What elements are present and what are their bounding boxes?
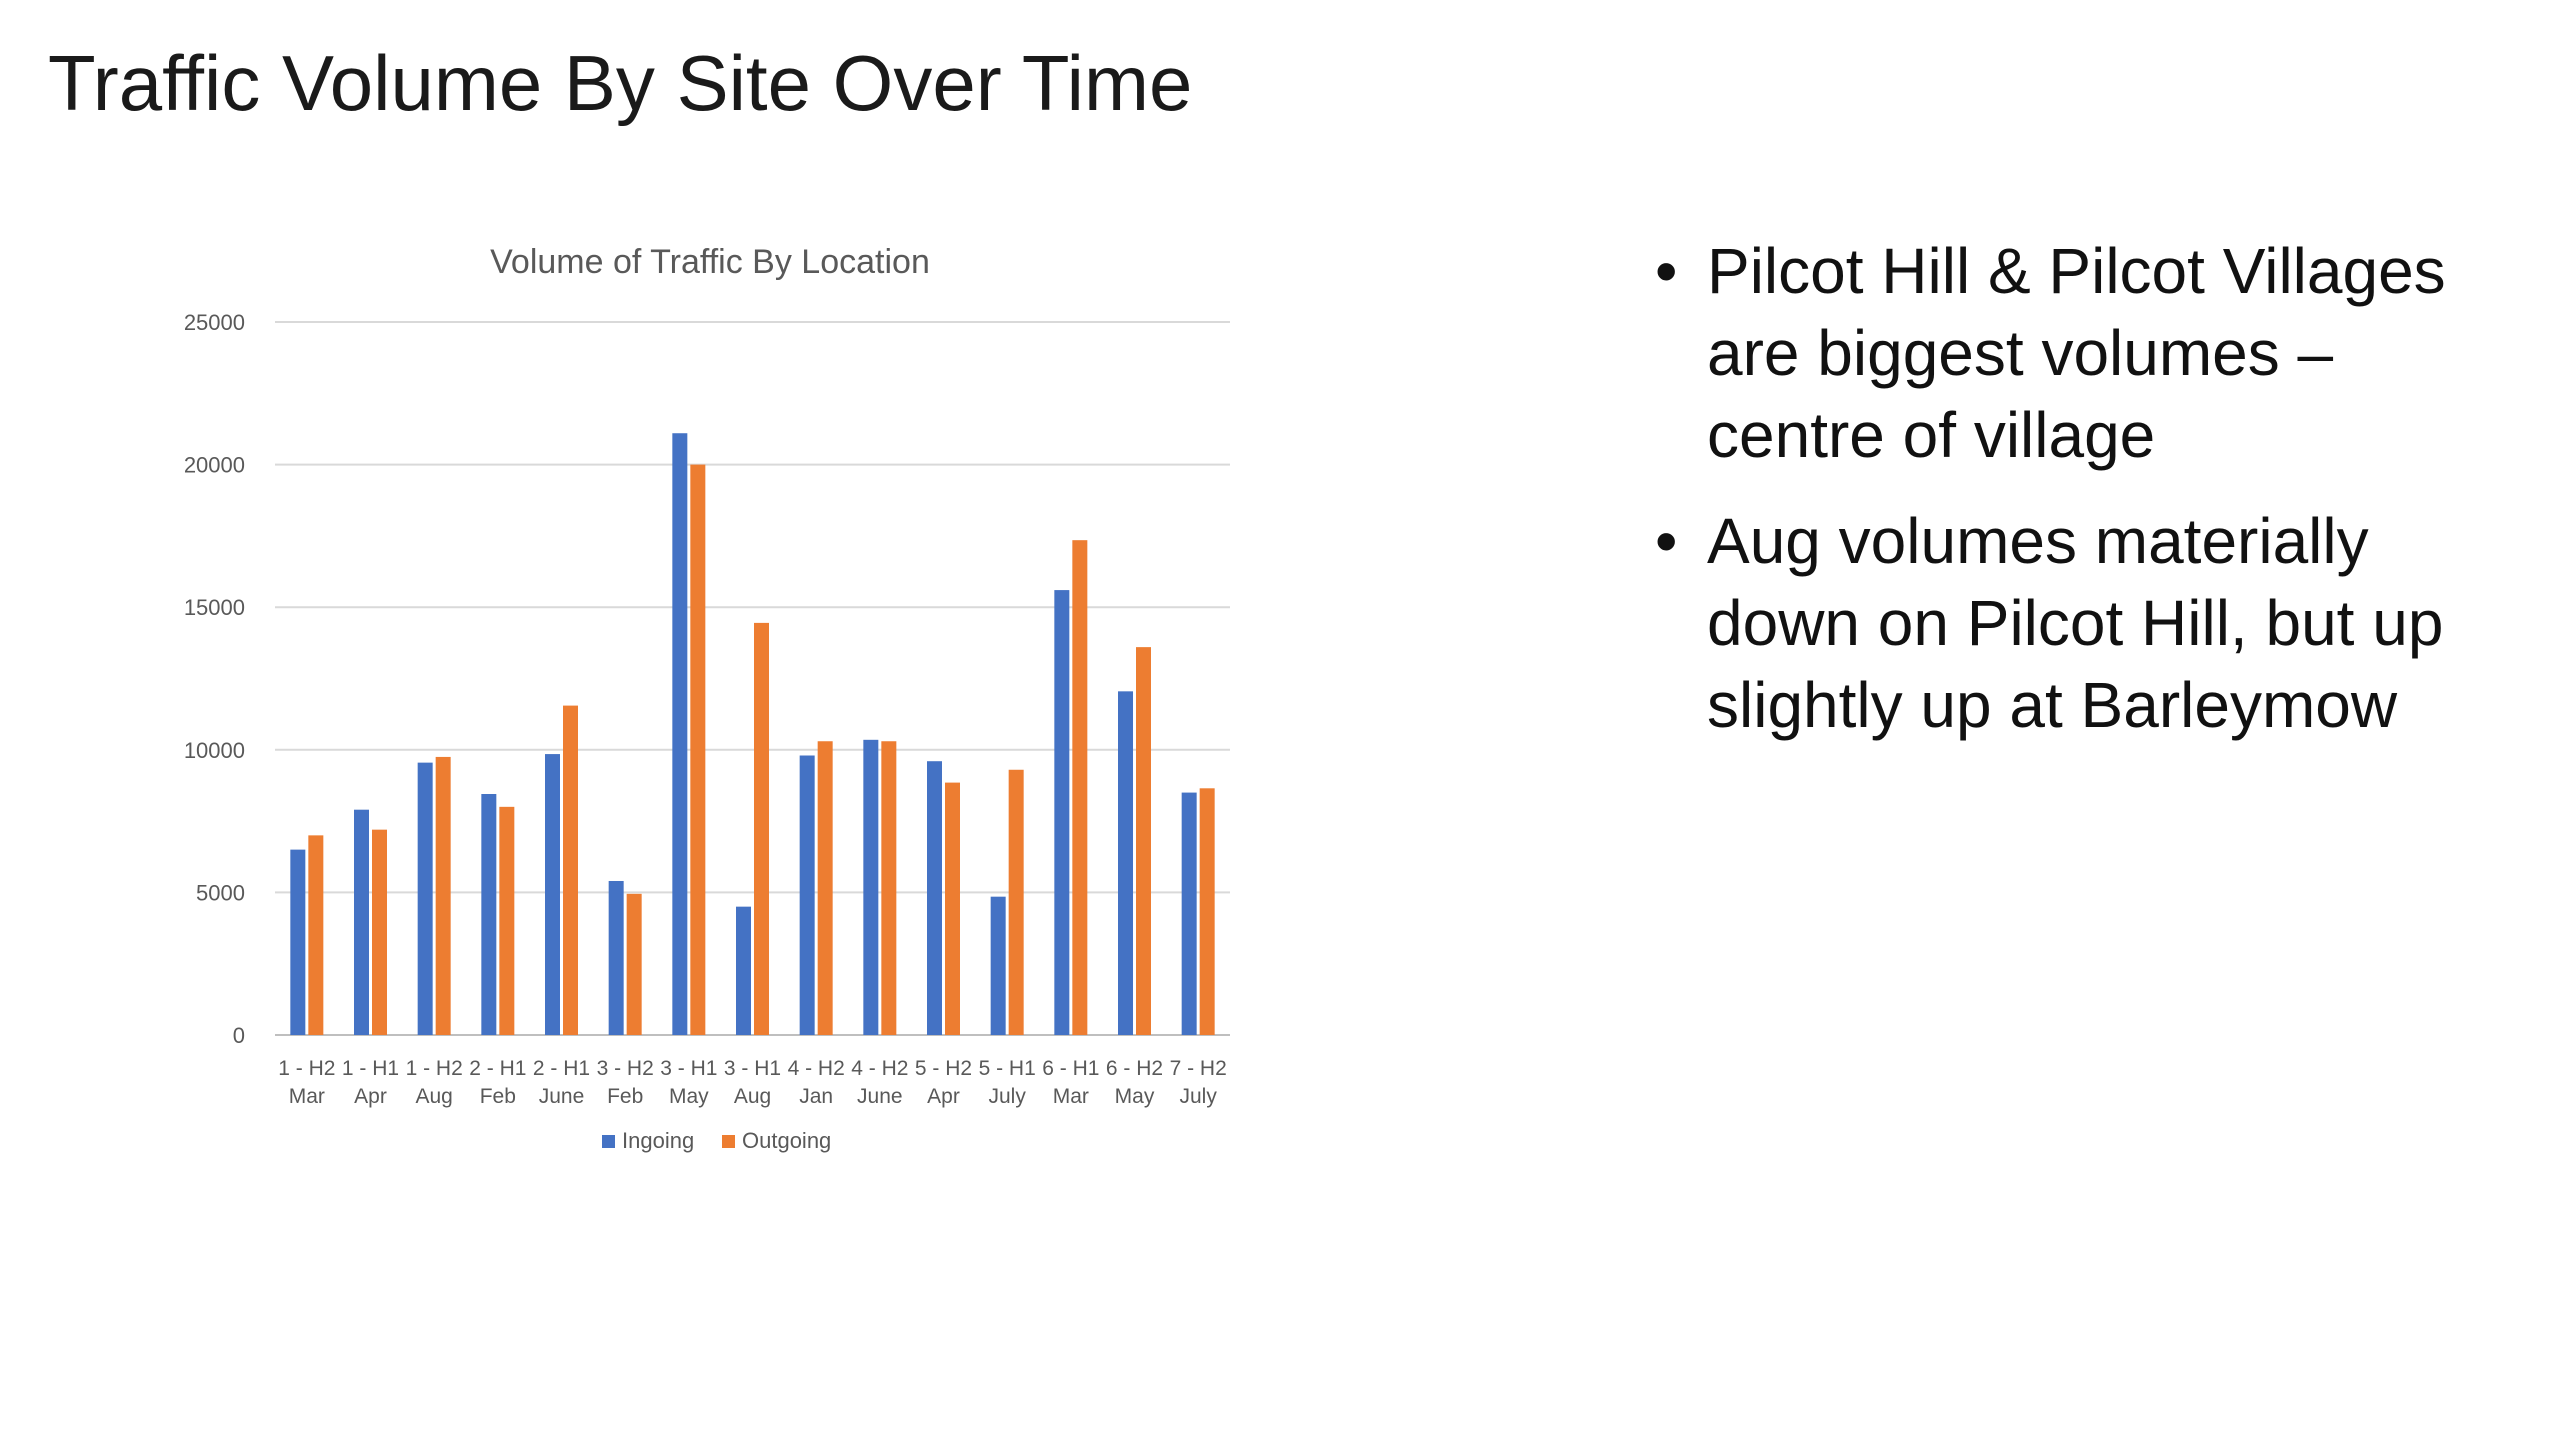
bar-ingoing bbox=[863, 739, 879, 1035]
y-axis: 0 5000 10000 15000 20000 25000 bbox=[184, 310, 245, 1048]
bar-ingoing bbox=[545, 754, 560, 1035]
bar-ingoing bbox=[1054, 590, 1070, 1035]
x-tick-label: 6 - H1 bbox=[1042, 1057, 1099, 1080]
x-tick-label: 5 - H2 bbox=[915, 1057, 972, 1080]
bar-outgoing bbox=[1199, 788, 1215, 1035]
x-tick-label: May bbox=[1115, 1085, 1155, 1108]
bar-outgoing bbox=[817, 741, 833, 1035]
bar-outgoing bbox=[563, 705, 578, 1035]
bar-outgoing bbox=[754, 622, 769, 1035]
bullet-list: • Pilcot Hill & Pilcot Villages are bigge… bbox=[1655, 230, 2475, 770]
gridlines bbox=[275, 321, 1230, 1036]
bar-ingoing bbox=[354, 809, 369, 1035]
x-tick-label: Feb bbox=[607, 1085, 643, 1108]
bar-outgoing bbox=[372, 829, 387, 1035]
bullet-dot-icon: • bbox=[1655, 505, 1678, 577]
x-tick-label: June bbox=[857, 1085, 903, 1108]
y-tick-label: 15000 bbox=[184, 595, 245, 620]
bullet-text: Aug volumes materially down on Pilcot Hi… bbox=[1707, 505, 2444, 741]
bar-outgoing bbox=[1008, 769, 1024, 1035]
bullet-dot-icon: • bbox=[1655, 235, 1678, 307]
bar-outgoing bbox=[1136, 647, 1151, 1035]
x-tick-label: 1 - H2 bbox=[406, 1057, 463, 1080]
legend-label: Outgoing bbox=[742, 1128, 831, 1153]
bar-outgoing bbox=[499, 806, 515, 1035]
x-tick-label: Apr bbox=[354, 1085, 387, 1108]
legend: Ingoing Outgoing bbox=[602, 1128, 831, 1153]
x-tick-label: 3 - H2 bbox=[597, 1057, 654, 1080]
legend-swatch-ingoing bbox=[602, 1135, 615, 1148]
bar-ingoing bbox=[608, 880, 624, 1035]
traffic-volume-chart: Volume of Traffic By Location 0 5000 10000… bbox=[150, 230, 1260, 1190]
bar-ingoing bbox=[417, 762, 433, 1035]
x-tick-label: Apr bbox=[927, 1085, 960, 1108]
bar-outgoing bbox=[435, 756, 451, 1035]
x-tick-label: June bbox=[539, 1085, 585, 1108]
bar-ingoing bbox=[927, 761, 942, 1035]
x-tick-label: 3 - H1 bbox=[724, 1057, 781, 1080]
bar-outgoing bbox=[881, 741, 897, 1035]
x-tick-label: 2 - H1 bbox=[469, 1057, 526, 1080]
bar-ingoing bbox=[990, 896, 1006, 1035]
x-tick-label: Mar bbox=[1053, 1085, 1089, 1108]
x-tick-label: 4 - H2 bbox=[851, 1057, 908, 1080]
bar-ingoing bbox=[481, 794, 497, 1035]
x-tick-label: Feb bbox=[480, 1085, 516, 1108]
y-tick-label: 5000 bbox=[196, 880, 245, 905]
x-tick-label: 3 - H1 bbox=[660, 1057, 717, 1080]
x-tick-label: July bbox=[1179, 1085, 1217, 1108]
bar-ingoing bbox=[1181, 792, 1197, 1035]
x-tick-label: 2 - H1 bbox=[533, 1057, 590, 1080]
bullet-item: • Aug volumes materially down on Pilcot H… bbox=[1655, 500, 2475, 746]
x-axis: 1 - H2 Mar 1 - H1 Apr 1 - H2 Aug 2 - H1 Feb 2 - … bbox=[278, 1057, 1227, 1108]
y-tick-label: 25000 bbox=[184, 310, 245, 335]
bar-outgoing bbox=[690, 464, 706, 1036]
bar-outgoing bbox=[626, 893, 642, 1035]
bar-outgoing bbox=[945, 782, 960, 1035]
x-tick-label: 1 - H2 bbox=[278, 1057, 335, 1080]
bar-outgoing bbox=[1072, 540, 1088, 1035]
bar-ingoing bbox=[672, 433, 688, 1035]
x-tick-label: 1 - H1 bbox=[342, 1057, 399, 1080]
legend-label: Ingoing bbox=[622, 1128, 694, 1153]
bars bbox=[290, 433, 1215, 1036]
x-tick-label: Jan bbox=[799, 1085, 833, 1108]
y-tick-label: 0 bbox=[233, 1023, 245, 1048]
slide-title: Traffic Volume By Site Over Time bbox=[48, 39, 1193, 127]
bullet-text: Pilcot Hill & Pilcot Villages are bigges… bbox=[1707, 235, 2446, 471]
x-tick-label: 5 - H1 bbox=[979, 1057, 1036, 1080]
legend-swatch-outgoing bbox=[722, 1135, 735, 1148]
bar-ingoing bbox=[736, 906, 751, 1035]
bar-ingoing bbox=[1118, 691, 1133, 1035]
bar-ingoing bbox=[290, 849, 306, 1035]
y-tick-label: 10000 bbox=[184, 738, 245, 763]
x-tick-label: May bbox=[669, 1085, 709, 1108]
y-tick-label: 20000 bbox=[184, 453, 245, 478]
chart-title: Volume of Traffic By Location bbox=[490, 243, 930, 281]
x-tick-label: 7 - H2 bbox=[1170, 1057, 1227, 1080]
bar-outgoing bbox=[308, 835, 324, 1035]
chart-svg: Volume of Traffic By Location 0 5000 10000… bbox=[184, 243, 1230, 1153]
bar-ingoing bbox=[799, 755, 815, 1035]
x-tick-label: Mar bbox=[289, 1085, 325, 1108]
x-tick-label: 4 - H2 bbox=[788, 1057, 845, 1080]
x-tick-label: 6 - H2 bbox=[1106, 1057, 1163, 1080]
x-tick-label: Aug bbox=[734, 1085, 771, 1108]
x-tick-label: Aug bbox=[415, 1085, 452, 1108]
bullet-item: • Pilcot Hill & Pilcot Villages are bigge… bbox=[1655, 230, 2475, 476]
x-tick-label: July bbox=[988, 1085, 1026, 1108]
